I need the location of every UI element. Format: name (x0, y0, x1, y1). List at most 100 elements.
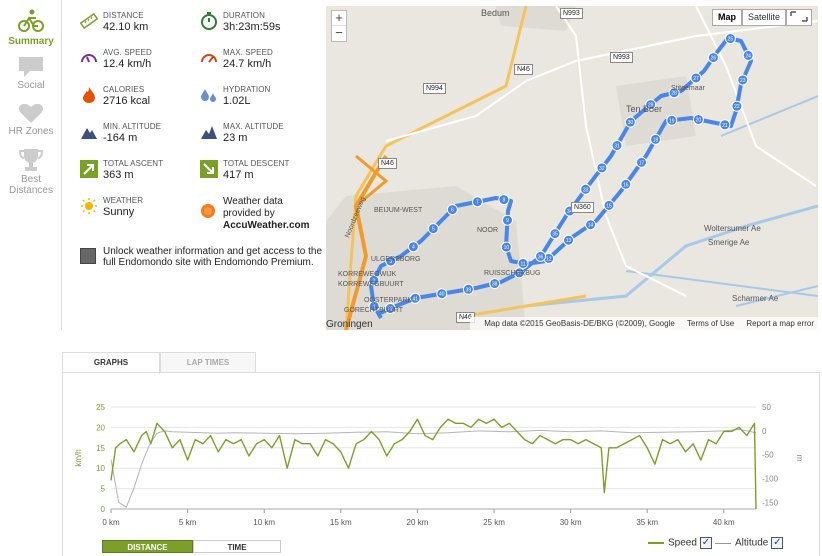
sidebar-item-label: Social (17, 80, 45, 91)
sidebar-item-hr-zones[interactable]: HR Zones (0, 102, 62, 137)
stat-label: DURATION (223, 11, 265, 20)
premium-icon (80, 248, 96, 264)
route-km-marker-label: 16 (623, 182, 629, 188)
map-place-label: Scharmer Ae (732, 294, 779, 303)
x-tick-label: 20 km (407, 518, 429, 527)
stat-value: 363 m (103, 169, 134, 181)
x-tick-label: 10 km (253, 518, 275, 527)
stat-label: TOTAL DESCENT (223, 159, 290, 168)
route-km-marker-label: 12 (546, 256, 552, 262)
route-km-marker-label: 36 (538, 254, 544, 260)
route-km-marker (385, 255, 397, 267)
terms-link[interactable]: Terms of Use (687, 319, 735, 328)
y2-axis-label: m (795, 455, 804, 462)
map-type-satellite-button[interactable]: Satellite (742, 9, 786, 26)
tab-graphs[interactable]: GRAPHS (62, 352, 160, 374)
route-km-marker-label: 29 (648, 103, 654, 109)
zoom-in-button[interactable]: + (332, 11, 346, 26)
flame-icon (83, 87, 95, 103)
arrow-up-right-icon (80, 160, 98, 178)
weather-source-line2: provided by (223, 208, 275, 219)
route-km-marker-label: 37 (517, 271, 523, 277)
x-tick-label: 35 km (636, 518, 658, 527)
fullscreen-icon (790, 11, 808, 22)
tab-lap-times[interactable]: LAP TIMES (160, 352, 256, 373)
x-tick-label: 0 km (102, 518, 120, 527)
y-tick-label: 15 (96, 444, 105, 453)
water-drops-icon (201, 89, 216, 102)
mountain-peak-icon (201, 126, 217, 139)
sidebar-item-label: Summary (8, 36, 54, 47)
map-place-label: BEIJUM-WEST (374, 207, 423, 214)
stat-label: WEATHER (103, 196, 144, 205)
route-km-marker (611, 140, 623, 152)
route-km-marker-label: 3 (389, 259, 392, 265)
y-tick-label: 25 (96, 403, 105, 412)
stat-label: MAX. SPEED (223, 48, 273, 57)
y-tick-label: 0 (101, 505, 106, 514)
route-km-marker-label: 8 (502, 198, 505, 204)
speed-checkbox[interactable]: ✓ (699, 537, 712, 549)
fullscreen-button[interactable] (786, 9, 812, 26)
legend-altitude-label: Altitude (735, 537, 769, 549)
sidebar-item-summary[interactable]: Summary (0, 8, 62, 47)
legend-speed-label: Speed (668, 537, 697, 549)
promo-text[interactable]: Unlock weather information and get acces… (103, 246, 323, 268)
route-km-marker-label: 40 (439, 292, 445, 298)
legend-altitude: Altitude ✓ (715, 537, 784, 549)
speed-altitude-chart: 0 5 10 15 20 25 50 0 -50 -100 -150 km/h m 0 km 5 km 10 … (74, 403, 804, 527)
route-km-marker (471, 196, 483, 208)
altitude-checkbox[interactable]: ✓ (771, 537, 784, 549)
route-km-marker-label: 17 (639, 160, 645, 166)
route-km-marker (535, 250, 547, 262)
route-km-marker-label: 32 (599, 166, 605, 172)
map-place-label: NOOR (477, 227, 498, 234)
stat-value: Sunny (103, 206, 135, 218)
route-km-marker-label: 24 (745, 53, 751, 59)
route-km-marker (620, 178, 632, 190)
report-map-error-link[interactable]: Report a map error (746, 319, 814, 328)
route-km-marker (501, 214, 513, 226)
route-km-marker (489, 278, 501, 290)
legend-speed-swatch (648, 542, 664, 544)
route-km-marker (731, 100, 743, 112)
sidebar-item-best-distances[interactable]: Best Distances (0, 148, 62, 196)
route-km-marker (368, 274, 380, 286)
route-km-marker (563, 234, 575, 246)
y-tick-label: 20 (96, 423, 105, 432)
route-km-marker-label: 1 (373, 304, 376, 310)
map-place-label: OOSTERPARK (364, 297, 413, 304)
accuweather-link[interactable]: AccuWeather.com (223, 220, 310, 231)
route-km-marker-label: 30 (628, 120, 634, 126)
y-tick-label: 10 (96, 464, 105, 473)
route-km-marker (742, 49, 754, 61)
route-km-marker-label: 20 (696, 117, 702, 123)
zoom-out-button[interactable]: − (335, 25, 343, 40)
x-tick-label: 40 km (713, 518, 735, 527)
stat-label: TOTAL ASCENT (103, 159, 164, 168)
route-km-marker (645, 99, 657, 111)
sidebar-item-social[interactable]: Social (0, 56, 62, 91)
route-km-marker (517, 257, 529, 269)
stat-label: MIN. ALTITUDE (103, 122, 162, 131)
route-km-marker-label: 4 (412, 245, 415, 251)
sidebar-item-label: HR Zones (8, 126, 54, 137)
toggle-time[interactable]: TIME (193, 540, 281, 553)
route-km-marker (635, 156, 647, 168)
stat-label: MAX. ALTITUDE (223, 122, 284, 131)
x-tick-label: 30 km (560, 518, 582, 527)
route-km-marker (585, 219, 597, 231)
route-km-marker (724, 33, 736, 45)
heart-icon (18, 103, 44, 123)
route-km-marker (368, 300, 380, 312)
road-sign: N994 (423, 83, 446, 94)
map-type-map-button[interactable]: Map (712, 9, 742, 26)
route-km-marker (624, 116, 636, 128)
sun-icon (81, 198, 97, 214)
toggle-distance[interactable]: DISTANCE (102, 540, 193, 553)
route-km-marker-label: 39 (466, 287, 472, 293)
route-km-marker (707, 52, 719, 64)
route-map[interactable]: 1 2 3 4 5 6 7 8 9 10 11 12 13 14 15 16 17 18 19 20 21 22 23 24 2… (326, 6, 818, 330)
map-attribution: Map data ©2015 GeoBasis-DE/BKG (©2009), … (470, 317, 818, 330)
